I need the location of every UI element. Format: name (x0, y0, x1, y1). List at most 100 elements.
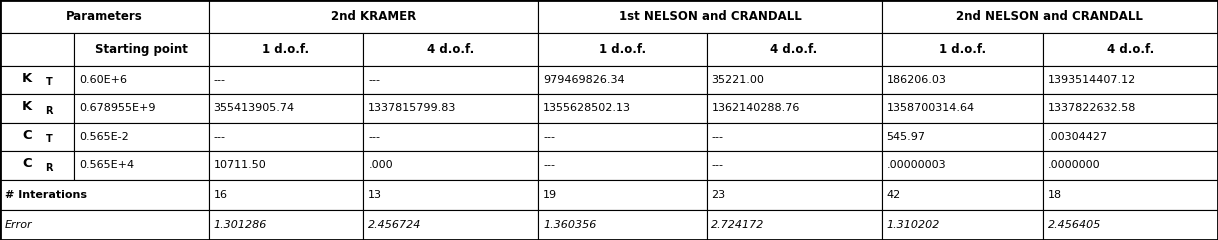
Bar (363, 180, 538, 210)
Text: 1355628502.13: 1355628502.13 (543, 103, 631, 114)
Bar (882, 151, 1043, 180)
Text: 35221.00: 35221.00 (711, 75, 765, 85)
Text: ---: --- (213, 132, 225, 142)
Bar (1043, 151, 1218, 180)
Text: ---: --- (368, 75, 380, 85)
Text: 16: 16 (213, 190, 228, 200)
Text: ---: --- (213, 75, 225, 85)
Bar (208, 151, 363, 180)
Bar (0, 123, 74, 151)
Text: 2nd KRAMER: 2nd KRAMER (331, 10, 417, 23)
Bar (74, 151, 208, 180)
Text: # Interations: # Interations (5, 190, 86, 200)
Bar (882, 66, 1043, 94)
Text: 2.724172: 2.724172 (711, 220, 765, 230)
Bar (538, 94, 706, 123)
Bar (0, 66, 74, 94)
Text: 42: 42 (887, 190, 900, 200)
Text: ---: --- (711, 161, 723, 170)
Bar (882, 210, 1043, 240)
Bar (208, 180, 363, 210)
Text: T: T (46, 134, 52, 144)
Text: R: R (45, 106, 52, 116)
Bar (706, 123, 882, 151)
Text: C: C (22, 129, 32, 142)
Bar (363, 123, 538, 151)
Bar (208, 33, 363, 66)
Bar (208, 210, 363, 240)
Text: 1362140288.76: 1362140288.76 (711, 103, 800, 114)
Text: 4 d.o.f.: 4 d.o.f. (428, 43, 475, 56)
Text: 0.678955E+9: 0.678955E+9 (79, 103, 156, 114)
Text: 23: 23 (711, 190, 726, 200)
Bar (706, 94, 882, 123)
Text: 2.456405: 2.456405 (1047, 220, 1101, 230)
Text: K: K (22, 100, 33, 113)
Text: 979469826.34: 979469826.34 (543, 75, 625, 85)
Text: .00304427: .00304427 (1047, 132, 1108, 142)
Bar (1043, 66, 1218, 94)
Bar (882, 94, 1043, 123)
Text: 2.456724: 2.456724 (368, 220, 421, 230)
Bar (1043, 210, 1218, 240)
Bar (538, 123, 706, 151)
Text: Starting point: Starting point (95, 43, 188, 56)
Bar (882, 180, 1043, 210)
Text: 0.565E+4: 0.565E+4 (79, 161, 134, 170)
Text: 1 d.o.f.: 1 d.o.f. (939, 43, 985, 56)
Text: ---: --- (543, 161, 555, 170)
Text: 545.97: 545.97 (887, 132, 926, 142)
Text: .00000003: .00000003 (887, 161, 946, 170)
Text: .000: .000 (368, 161, 393, 170)
Bar (1043, 94, 1218, 123)
Text: Parameters: Parameters (66, 10, 143, 23)
Bar (706, 33, 882, 66)
Text: 13: 13 (368, 190, 382, 200)
Text: Error: Error (5, 220, 33, 230)
Text: 4 d.o.f.: 4 d.o.f. (771, 43, 817, 56)
Bar (538, 151, 706, 180)
Bar (882, 33, 1043, 66)
Bar (363, 210, 538, 240)
Bar (1043, 123, 1218, 151)
Bar (538, 210, 706, 240)
Bar (363, 66, 538, 94)
Text: 10711.50: 10711.50 (213, 161, 267, 170)
Bar (74, 94, 208, 123)
Bar (1043, 180, 1218, 210)
Text: 18: 18 (1047, 190, 1062, 200)
Bar (0, 180, 208, 210)
Bar (363, 94, 538, 123)
Text: 2nd NELSON and CRANDALL: 2nd NELSON and CRANDALL (956, 10, 1144, 23)
Text: 1.360356: 1.360356 (543, 220, 597, 230)
Bar (0, 210, 208, 240)
Text: .0000000: .0000000 (1047, 161, 1101, 170)
Bar (74, 123, 208, 151)
Text: 19: 19 (543, 190, 558, 200)
Text: 1 d.o.f.: 1 d.o.f. (262, 43, 309, 56)
Bar (74, 33, 208, 66)
Bar (0, 151, 74, 180)
Text: R: R (45, 163, 52, 173)
Text: 1 d.o.f.: 1 d.o.f. (599, 43, 646, 56)
Text: 0.60E+6: 0.60E+6 (79, 75, 127, 85)
Text: ---: --- (711, 132, 723, 142)
Text: 0.565E-2: 0.565E-2 (79, 132, 129, 142)
Bar (538, 0, 882, 33)
Bar (208, 123, 363, 151)
Text: 1st NELSON and CRANDALL: 1st NELSON and CRANDALL (619, 10, 801, 23)
Bar (363, 151, 538, 180)
Text: T: T (46, 77, 52, 87)
Bar (538, 66, 706, 94)
Text: K: K (22, 72, 33, 84)
Text: 4 d.o.f.: 4 d.o.f. (1107, 43, 1155, 56)
Bar (882, 123, 1043, 151)
Bar (706, 180, 882, 210)
Bar (0, 33, 74, 66)
Text: 1393514407.12: 1393514407.12 (1047, 75, 1136, 85)
Bar (538, 180, 706, 210)
Bar (208, 0, 538, 33)
Bar (1043, 33, 1218, 66)
Text: 1.301286: 1.301286 (213, 220, 267, 230)
Text: 1.310202: 1.310202 (887, 220, 940, 230)
